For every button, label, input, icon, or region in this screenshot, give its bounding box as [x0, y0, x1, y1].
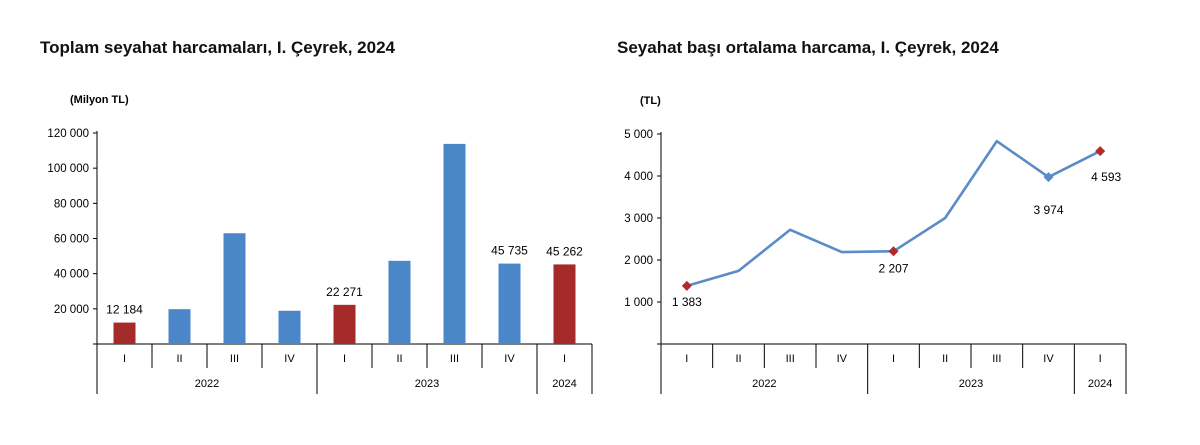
bar-chart-y-tick-label: 100 000 [47, 163, 89, 175]
bar-chart-category-label: II [176, 353, 182, 365]
line-chart-y-tick-label: 4 000 [624, 171, 653, 183]
line-chart-category-label: III [992, 353, 1001, 365]
line-chart-y-tick-label: 2 000 [624, 255, 653, 267]
bar-data-label: 45 735 [491, 244, 528, 258]
bar [333, 304, 356, 344]
line-chart-category-label: IV [837, 353, 848, 365]
bar-chart-category-label: III [230, 353, 239, 365]
bar [223, 233, 246, 344]
line-chart-unit-label: (TL) [640, 95, 661, 107]
bar [113, 322, 136, 344]
line-data-label: 2 207 [878, 261, 908, 275]
bar [388, 260, 411, 344]
bar-chart-category-label: II [396, 353, 402, 365]
chart-title-left: Toplam seyahat harcamaları, I. Çeyrek, 2… [40, 38, 395, 57]
bar-chart-year-label: 2022 [195, 378, 219, 390]
bar-chart-category-label: III [450, 353, 459, 365]
bar-chart-category-label: I [123, 353, 126, 365]
bar-chart-category-label: IV [284, 353, 295, 365]
bar-chart-y-tick-label: 120 000 [47, 128, 89, 140]
bar-chart-y-tick-label: 60 000 [54, 234, 89, 246]
bar-chart-y-tick-label: 20 000 [54, 304, 89, 316]
data-point-marker [888, 246, 899, 257]
bar-data-label: 12 184 [106, 303, 143, 317]
bar-chart-y-tick-label: 80 000 [54, 198, 89, 210]
chart-title-right: Seyahat başı ortalama harcama, I. Çeyrek… [617, 38, 999, 57]
line-chart-year-label: 2023 [959, 378, 983, 390]
bar-chart-category-label: IV [504, 353, 515, 365]
bar [168, 309, 191, 344]
bar-chart-year-label: 2023 [415, 378, 439, 390]
line-chart-year-label: 2022 [752, 378, 776, 390]
line-chart-y-tick-label: 1 000 [624, 297, 653, 309]
line-data-label: 4 593 [1091, 170, 1121, 184]
line-chart-y-tick-label: 5 000 [624, 129, 653, 141]
line-chart-category-label: III [786, 353, 795, 365]
line-chart-category-label: II [942, 353, 948, 365]
bar [278, 310, 301, 344]
bar-chart-category-label: I [343, 353, 346, 365]
data-point-marker [1095, 146, 1106, 157]
line-chart-category-label: I [685, 353, 688, 365]
bar-data-label: 22 271 [326, 285, 363, 299]
data-point-marker [681, 280, 692, 291]
line-data-label: 3 974 [1033, 203, 1063, 217]
line-chart-year-label: 2024 [1088, 378, 1112, 390]
bar-chart-y-tick-label: 40 000 [54, 269, 89, 281]
bar-chart-category-label: I [563, 353, 566, 365]
bar-chart-year-label: 2024 [552, 378, 576, 390]
bar [443, 143, 466, 344]
data-point-marker [1043, 172, 1054, 183]
line-chart-category-label: I [892, 353, 895, 365]
line-chart-category-label: I [1099, 353, 1102, 365]
line-data-label: 1 383 [672, 295, 702, 309]
bar-chart-unit-label: (Milyon TL) [70, 94, 129, 106]
bar [553, 264, 576, 344]
line-chart-category-label: II [735, 353, 741, 365]
bar [498, 263, 521, 344]
bar-data-label: 45 262 [546, 244, 583, 258]
line-chart-category-label: IV [1043, 353, 1054, 365]
line-chart-y-tick-label: 3 000 [624, 213, 653, 225]
